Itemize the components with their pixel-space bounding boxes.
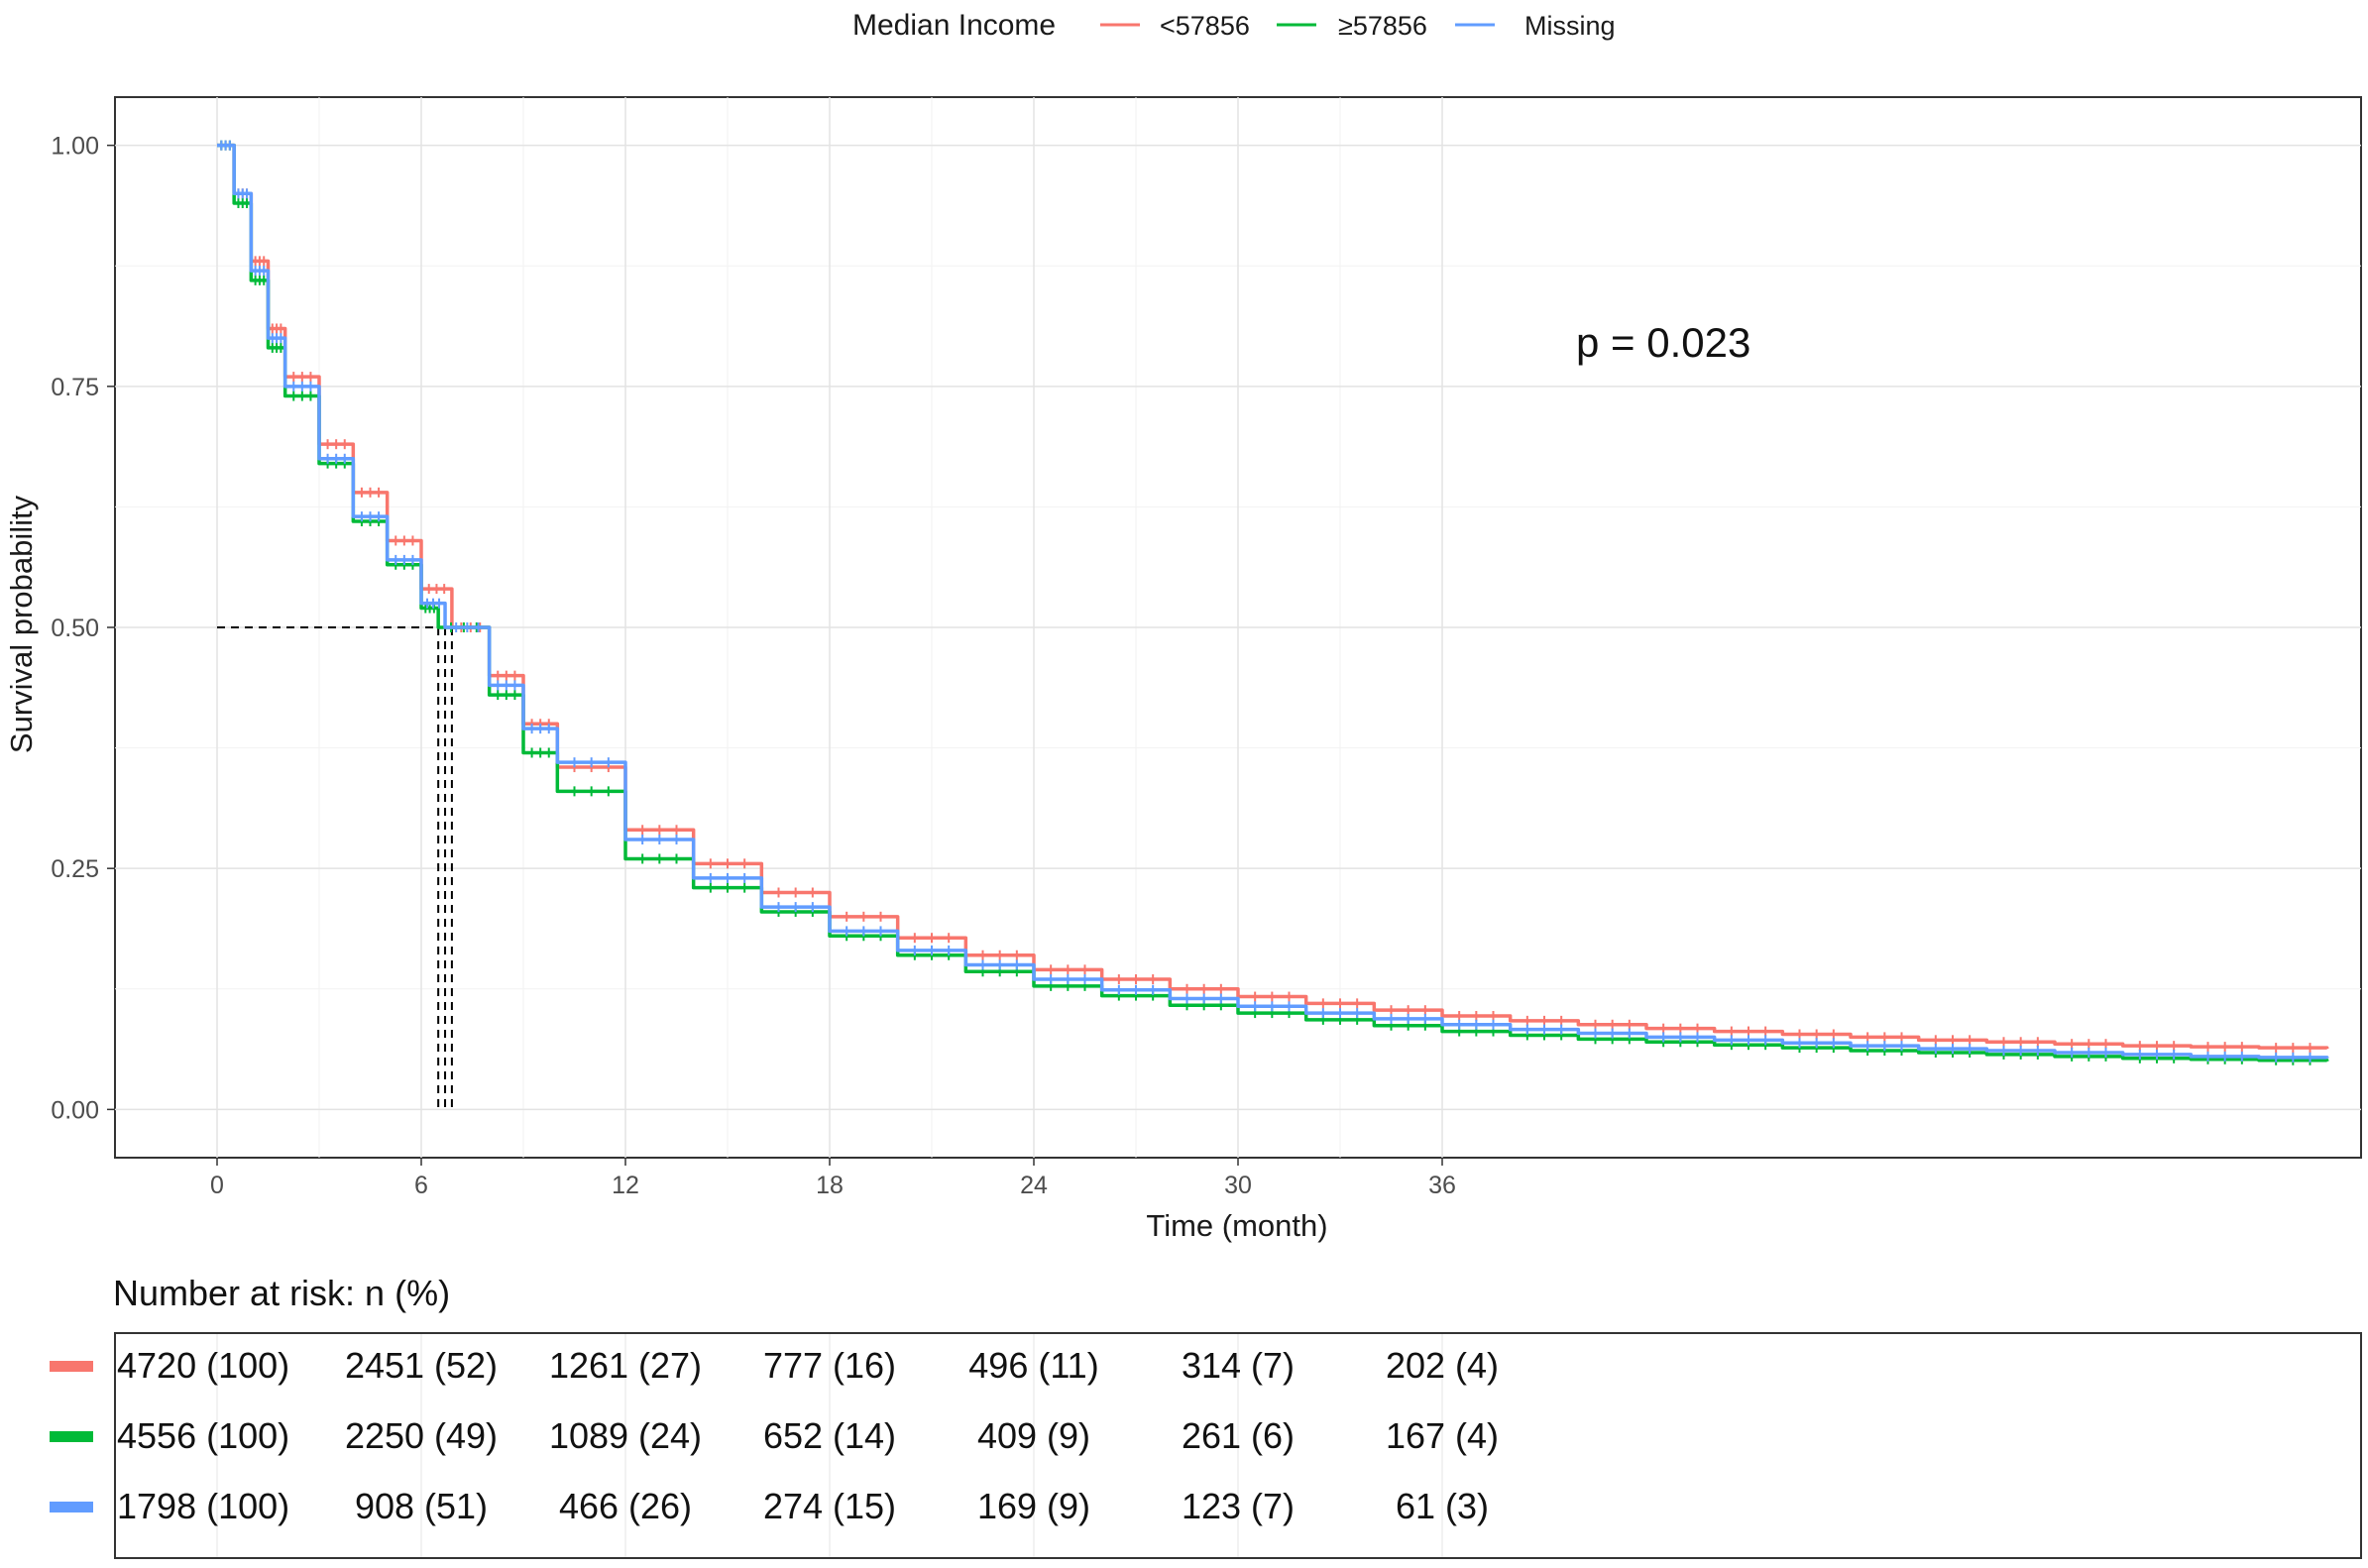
x-tick-label: 0 <box>210 1172 224 1199</box>
risk-table-cell: 61 (3) <box>1396 1486 1489 1526</box>
risk-table-cell: 314 (7) <box>1182 1345 1295 1386</box>
legend-label-2: Missing <box>1524 11 1616 41</box>
risk-table-cell: 908 (51) <box>355 1486 488 1526</box>
risk-table-cell: 2250 (49) <box>345 1415 498 1456</box>
legend-title: Median Income <box>852 9 1056 42</box>
risk-table-cell: 1089 (24) <box>549 1415 702 1456</box>
legend-entry-1: ≥57856 <box>1277 11 1427 41</box>
legend-label-1: ≥57856 <box>1338 11 1427 41</box>
y-tick-label: 0.75 <box>51 374 99 401</box>
risk-table-cell: 169 (9) <box>977 1486 1090 1526</box>
legend-entry-0: <57856 <box>1100 11 1250 41</box>
risk-table-cell: 777 (16) <box>763 1345 896 1386</box>
survival-curve-1 <box>217 143 2329 1063</box>
risk-table-title: Number at risk: n (%) <box>113 1273 450 1313</box>
x-axis-label: Time (month) <box>1146 1208 1327 1243</box>
risk-table: 4720 (100) 2451 (52) 1261 (27) 777 (16) 496 … <box>50 1345 1499 1526</box>
median-reference-lines <box>217 626 453 1110</box>
x-tick-label: 36 <box>1428 1172 1456 1199</box>
risk-table-cell: 496 (11) <box>968 1345 1098 1386</box>
legend: Median Income <57856 ≥57856 Missing <box>852 9 1616 42</box>
risk-table-cell: 1261 (27) <box>549 1345 702 1386</box>
survival-curves <box>217 140 2329 1065</box>
y-tick-label: 0.00 <box>51 1096 99 1124</box>
y-axis-label: Survival probability <box>4 495 39 753</box>
y-tick-label: 0.50 <box>51 615 99 642</box>
risk-table-cell: 4720 (100) <box>117 1345 289 1386</box>
risk-row-color-key <box>50 1502 93 1512</box>
risk-row-color-key <box>50 1431 93 1442</box>
risk-table-cell: 123 (7) <box>1182 1486 1295 1526</box>
survival-curve-2 <box>217 143 2329 1060</box>
y-tick-label: 0.25 <box>51 855 99 883</box>
risk-table-cell: 409 (9) <box>977 1415 1090 1456</box>
risk-table-cell: 261 (6) <box>1182 1415 1295 1456</box>
x-tick-label: 24 <box>1020 1172 1048 1199</box>
risk-table-cell: 202 (4) <box>1386 1345 1499 1386</box>
y-tick-label: 1.00 <box>51 133 99 161</box>
risk-row-color-key <box>50 1361 93 1372</box>
x-tick-label: 12 <box>612 1172 639 1199</box>
risk-table-cell: 274 (15) <box>763 1486 896 1526</box>
risk-table-cell: 1798 (100) <box>117 1486 289 1526</box>
p-value-annotation: p = 0.023 <box>1576 319 1750 366</box>
risk-table-cell: 2451 (52) <box>345 1345 498 1386</box>
legend-label-0: <57856 <box>1160 11 1250 41</box>
risk-table-cell: 652 (14) <box>763 1415 896 1456</box>
legend-entry-2: Missing <box>1455 11 1616 41</box>
x-tick-label: 18 <box>816 1172 844 1199</box>
x-tick-label: 6 <box>414 1172 428 1199</box>
axes: 0 6 12 18 24 30 36 0.00 0.25 0.50 0.75 1.00 <box>51 133 1456 1199</box>
risk-table-cell: 466 (26) <box>559 1486 692 1526</box>
risk-table-grid <box>216 1334 1443 1557</box>
x-tick-label: 30 <box>1224 1172 1252 1199</box>
risk-table-cell: 167 (4) <box>1386 1415 1499 1456</box>
risk-table-cell: 4556 (100) <box>117 1415 289 1456</box>
